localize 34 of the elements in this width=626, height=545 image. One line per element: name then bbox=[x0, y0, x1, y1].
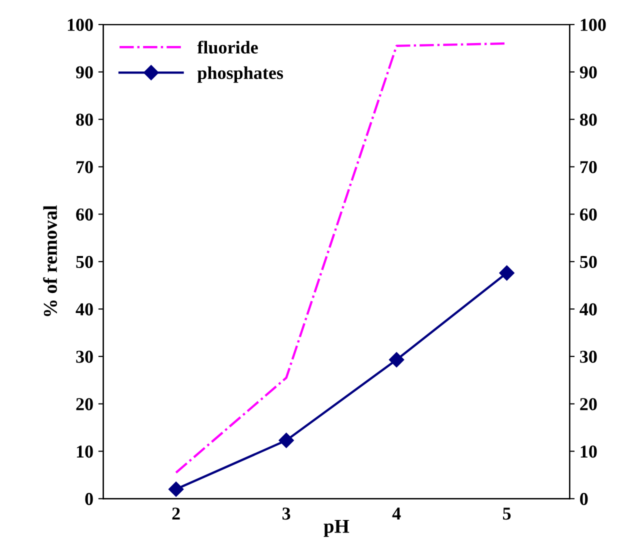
y2-tick-label: 30 bbox=[580, 350, 597, 363]
y-tick-label: 20 bbox=[76, 398, 93, 410]
y2-tick-label: 20 bbox=[580, 398, 597, 410]
y2-tick-label: 10 bbox=[580, 446, 597, 458]
y-tick-label: 10 bbox=[76, 446, 93, 458]
y-axis-title: % of removal bbox=[43, 205, 58, 316]
y-tick-label: 100 bbox=[68, 18, 93, 31]
point bbox=[388, 352, 404, 368]
y-tick-label: 0 bbox=[85, 492, 93, 506]
x-tick-label: 5 bbox=[503, 508, 511, 520]
y-tick-label: 90 bbox=[76, 66, 93, 78]
y2-tick-label: 70 bbox=[580, 161, 597, 174]
point bbox=[499, 265, 514, 281]
y2-tick-label: 40 bbox=[580, 303, 597, 316]
y-tick-label: 50 bbox=[76, 256, 93, 268]
point bbox=[168, 482, 184, 497]
y2-tick-label: 60 bbox=[580, 208, 597, 221]
x-tick-label: 2 bbox=[172, 508, 180, 520]
y2-tick-label: 90 bbox=[580, 66, 597, 78]
x-tick-label: 4 bbox=[392, 508, 401, 520]
point bbox=[278, 432, 294, 448]
y-tick-label: 40 bbox=[76, 303, 93, 316]
y2-tick-label: 100 bbox=[580, 18, 606, 31]
y-tick-label: 30 bbox=[76, 350, 93, 363]
y-tick-label: 70 bbox=[76, 161, 93, 174]
legend-label: fluoride bbox=[197, 40, 258, 54]
y2-tick-label: 50 bbox=[580, 256, 597, 268]
y2-tick-label: 80 bbox=[580, 114, 597, 126]
legend-label: phosphates bbox=[197, 66, 284, 83]
x-tick-label: 3 bbox=[282, 508, 290, 520]
y-tick-label: 80 bbox=[76, 114, 93, 126]
y2-tick-label: 0 bbox=[580, 492, 588, 506]
x-axis-title: pH bbox=[324, 520, 350, 537]
y-tick-label: 60 bbox=[76, 208, 93, 221]
